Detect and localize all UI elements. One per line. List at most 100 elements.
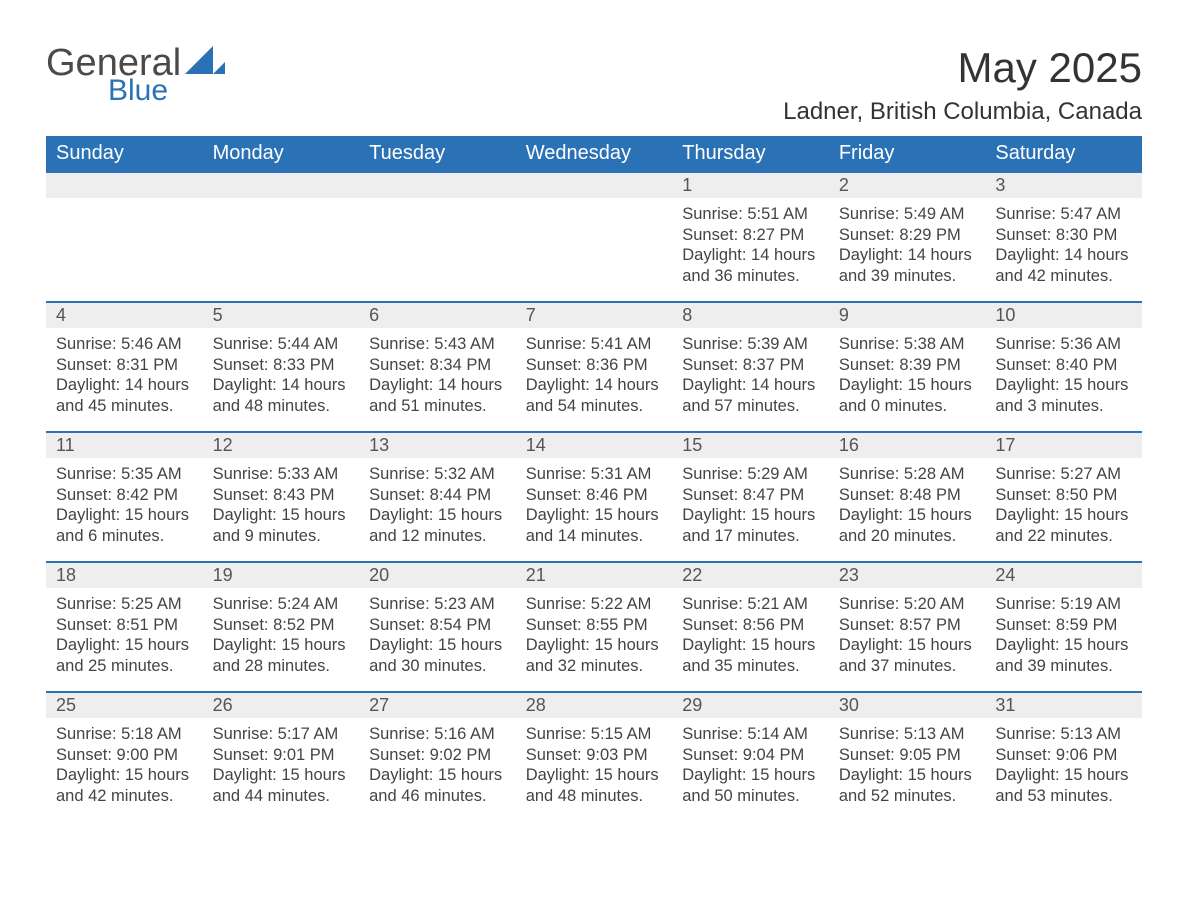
day-number: 6 [359,303,516,328]
calendar-day-cell: 16Sunrise: 5:28 AMSunset: 8:48 PMDayligh… [829,432,986,562]
day-number: 14 [516,433,673,458]
day-number: 26 [203,693,360,718]
day-details: Sunrise: 5:13 AMSunset: 9:06 PMDaylight:… [985,718,1142,807]
day-details: Sunrise: 5:36 AMSunset: 8:40 PMDaylight:… [985,328,1142,417]
calendar-day-cell: 9Sunrise: 5:38 AMSunset: 8:39 PMDaylight… [829,302,986,432]
calendar-day-cell: 31Sunrise: 5:13 AMSunset: 9:06 PMDayligh… [985,692,1142,822]
day-number: 12 [203,433,360,458]
location: Ladner, British Columbia, Canada [783,98,1142,126]
day-number: 9 [829,303,986,328]
day-number [359,173,516,198]
calendar-table: SundayMondayTuesdayWednesdayThursdayFrid… [46,136,1142,822]
calendar-day-cell: 3Sunrise: 5:47 AMSunset: 8:30 PMDaylight… [985,172,1142,302]
day-details: Sunrise: 5:13 AMSunset: 9:05 PMDaylight:… [829,718,986,807]
day-number: 17 [985,433,1142,458]
calendar-day-cell: 13Sunrise: 5:32 AMSunset: 8:44 PMDayligh… [359,432,516,562]
weekday-header-row: SundayMondayTuesdayWednesdayThursdayFrid… [46,136,1142,172]
calendar-day-cell: 17Sunrise: 5:27 AMSunset: 8:50 PMDayligh… [985,432,1142,562]
calendar-day-cell [516,172,673,302]
day-details: Sunrise: 5:23 AMSunset: 8:54 PMDaylight:… [359,588,516,677]
weekday-header: Tuesday [359,136,516,172]
weekday-header: Thursday [672,136,829,172]
calendar-day-cell: 24Sunrise: 5:19 AMSunset: 8:59 PMDayligh… [985,562,1142,692]
day-number: 2 [829,173,986,198]
day-details: Sunrise: 5:43 AMSunset: 8:34 PMDaylight:… [359,328,516,417]
calendar-day-cell: 8Sunrise: 5:39 AMSunset: 8:37 PMDaylight… [672,302,829,432]
calendar-day-cell: 30Sunrise: 5:13 AMSunset: 9:05 PMDayligh… [829,692,986,822]
day-number: 20 [359,563,516,588]
calendar-day-cell: 26Sunrise: 5:17 AMSunset: 9:01 PMDayligh… [203,692,360,822]
calendar-day-cell: 7Sunrise: 5:41 AMSunset: 8:36 PMDaylight… [516,302,673,432]
calendar-day-cell: 18Sunrise: 5:25 AMSunset: 8:51 PMDayligh… [46,562,203,692]
month-title: May 2025 [783,44,1142,92]
day-details: Sunrise: 5:38 AMSunset: 8:39 PMDaylight:… [829,328,986,417]
day-number: 7 [516,303,673,328]
calendar-day-cell: 20Sunrise: 5:23 AMSunset: 8:54 PMDayligh… [359,562,516,692]
day-details: Sunrise: 5:28 AMSunset: 8:48 PMDaylight:… [829,458,986,547]
day-number: 25 [46,693,203,718]
calendar-day-cell: 27Sunrise: 5:16 AMSunset: 9:02 PMDayligh… [359,692,516,822]
day-number [203,173,360,198]
calendar-day-cell: 28Sunrise: 5:15 AMSunset: 9:03 PMDayligh… [516,692,673,822]
calendar-week-row: 25Sunrise: 5:18 AMSunset: 9:00 PMDayligh… [46,692,1142,822]
calendar-day-cell: 10Sunrise: 5:36 AMSunset: 8:40 PMDayligh… [985,302,1142,432]
day-details: Sunrise: 5:18 AMSunset: 9:00 PMDaylight:… [46,718,203,807]
day-details: Sunrise: 5:35 AMSunset: 8:42 PMDaylight:… [46,458,203,547]
calendar-day-cell [46,172,203,302]
day-details: Sunrise: 5:41 AMSunset: 8:36 PMDaylight:… [516,328,673,417]
calendar-week-row: 4Sunrise: 5:46 AMSunset: 8:31 PMDaylight… [46,302,1142,432]
day-details: Sunrise: 5:49 AMSunset: 8:29 PMDaylight:… [829,198,986,287]
day-number: 11 [46,433,203,458]
day-details: Sunrise: 5:33 AMSunset: 8:43 PMDaylight:… [203,458,360,547]
day-number: 5 [203,303,360,328]
day-details: Sunrise: 5:19 AMSunset: 8:59 PMDaylight:… [985,588,1142,677]
weekday-header: Monday [203,136,360,172]
weekday-header: Sunday [46,136,203,172]
calendar-day-cell: 11Sunrise: 5:35 AMSunset: 8:42 PMDayligh… [46,432,203,562]
day-number: 16 [829,433,986,458]
day-details: Sunrise: 5:27 AMSunset: 8:50 PMDaylight:… [985,458,1142,547]
brand-sail-icon [183,44,227,78]
day-details: Sunrise: 5:46 AMSunset: 8:31 PMDaylight:… [46,328,203,417]
day-number: 8 [672,303,829,328]
day-number: 24 [985,563,1142,588]
day-details: Sunrise: 5:39 AMSunset: 8:37 PMDaylight:… [672,328,829,417]
day-number: 22 [672,563,829,588]
day-details: Sunrise: 5:24 AMSunset: 8:52 PMDaylight:… [203,588,360,677]
calendar-day-cell [203,172,360,302]
calendar-day-cell: 29Sunrise: 5:14 AMSunset: 9:04 PMDayligh… [672,692,829,822]
weekday-header: Friday [829,136,986,172]
day-details: Sunrise: 5:16 AMSunset: 9:02 PMDaylight:… [359,718,516,807]
day-number: 29 [672,693,829,718]
day-number: 28 [516,693,673,718]
calendar-day-cell: 19Sunrise: 5:24 AMSunset: 8:52 PMDayligh… [203,562,360,692]
day-details: Sunrise: 5:22 AMSunset: 8:55 PMDaylight:… [516,588,673,677]
day-number: 31 [985,693,1142,718]
calendar-week-row: 11Sunrise: 5:35 AMSunset: 8:42 PMDayligh… [46,432,1142,562]
day-number: 27 [359,693,516,718]
day-number: 15 [672,433,829,458]
calendar-week-row: 18Sunrise: 5:25 AMSunset: 8:51 PMDayligh… [46,562,1142,692]
calendar-week-row: 1Sunrise: 5:51 AMSunset: 8:27 PMDaylight… [46,172,1142,302]
day-details: Sunrise: 5:15 AMSunset: 9:03 PMDaylight:… [516,718,673,807]
calendar-day-cell: 5Sunrise: 5:44 AMSunset: 8:33 PMDaylight… [203,302,360,432]
day-details: Sunrise: 5:47 AMSunset: 8:30 PMDaylight:… [985,198,1142,287]
weekday-header: Saturday [985,136,1142,172]
day-details: Sunrise: 5:32 AMSunset: 8:44 PMDaylight:… [359,458,516,547]
day-number: 23 [829,563,986,588]
day-details: Sunrise: 5:51 AMSunset: 8:27 PMDaylight:… [672,198,829,287]
day-number: 10 [985,303,1142,328]
day-details: Sunrise: 5:29 AMSunset: 8:47 PMDaylight:… [672,458,829,547]
calendar-day-cell: 2Sunrise: 5:49 AMSunset: 8:29 PMDaylight… [829,172,986,302]
calendar-day-cell: 6Sunrise: 5:43 AMSunset: 8:34 PMDaylight… [359,302,516,432]
calendar-day-cell: 12Sunrise: 5:33 AMSunset: 8:43 PMDayligh… [203,432,360,562]
day-number: 13 [359,433,516,458]
day-number: 3 [985,173,1142,198]
day-details: Sunrise: 5:20 AMSunset: 8:57 PMDaylight:… [829,588,986,677]
day-details: Sunrise: 5:25 AMSunset: 8:51 PMDaylight:… [46,588,203,677]
day-details: Sunrise: 5:21 AMSunset: 8:56 PMDaylight:… [672,588,829,677]
calendar-day-cell: 1Sunrise: 5:51 AMSunset: 8:27 PMDaylight… [672,172,829,302]
day-details: Sunrise: 5:44 AMSunset: 8:33 PMDaylight:… [203,328,360,417]
calendar-day-cell: 15Sunrise: 5:29 AMSunset: 8:47 PMDayligh… [672,432,829,562]
day-number: 4 [46,303,203,328]
